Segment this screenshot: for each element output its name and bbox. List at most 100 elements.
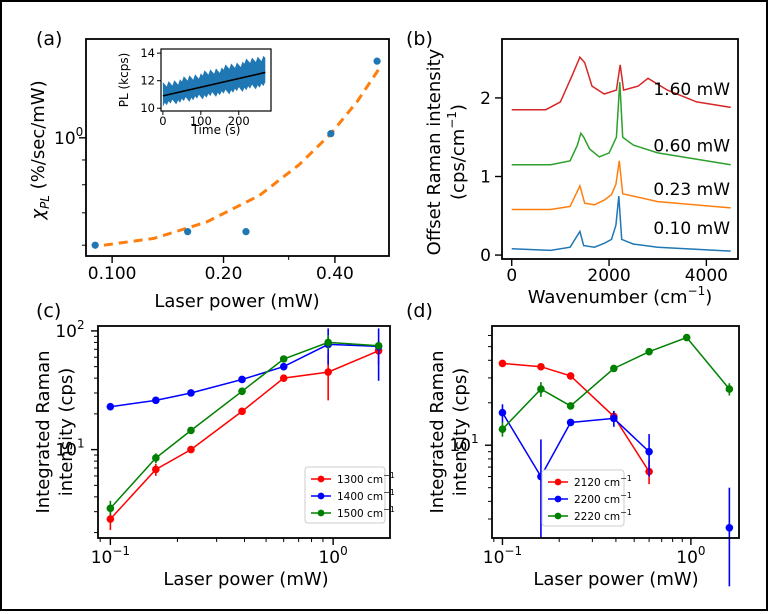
- panel-b-xlabel-text: Wavenumber (cm: [528, 287, 688, 308]
- panel-d-series-line: [501, 412, 650, 479]
- panel-b-spectrum-line: [511, 82, 731, 166]
- panel-c-data-point: [152, 396, 160, 405]
- panel-d-ytick-label-base: 10: [449, 436, 471, 456]
- panel-d-data-point: [725, 523, 734, 532]
- panel-a-data-point: [327, 130, 335, 138]
- panel-c-data-point: [152, 465, 160, 474]
- panel-c-ytick-label-sup: 2: [77, 318, 85, 332]
- panel-d-data-point: [610, 414, 618, 423]
- panel-d-data-point: [566, 402, 575, 410]
- panel-b-ytick-label: 2: [480, 89, 491, 109]
- panel-c-legend-label: 1500 cm−1: [337, 505, 395, 520]
- panel-c-data-point: [238, 375, 246, 384]
- panel-c-ytick-label-base: 10: [55, 441, 77, 461]
- panel-c-legend-label: 1400 cm−1: [337, 488, 395, 503]
- panel-c-data-point: [152, 454, 160, 462]
- panel-d-data-point: [610, 364, 618, 373]
- panel-d-legend-box: [541, 469, 625, 527]
- panel-d-legend-label-sup: −1: [620, 474, 632, 483]
- panel-d-data-point: [537, 362, 545, 371]
- panel-b: (b) 0 2000 4000 0 1 2 0.10 mW 0.23 mW 0.60 mW 1.6…: [406, 28, 739, 308]
- panel-d-legend-label-text: 2200 cm: [574, 494, 620, 506]
- panel-a-xtick-label: 0.40: [316, 264, 354, 284]
- panel-c-data-point: [187, 426, 195, 435]
- panel-c-legend-label-sup: −1: [383, 488, 395, 497]
- panel-a-inset-noise-trace: [162, 55, 266, 107]
- panel-d-data-point: [498, 359, 507, 368]
- panel-d-frame: [491, 325, 740, 539]
- panel-c-data-point: [238, 407, 246, 416]
- panel-c-data-point: [106, 504, 115, 513]
- panel-c-xtick-label-base: 10: [318, 548, 340, 568]
- panel-c-data-point: [374, 341, 383, 350]
- panel-d-legend-label: 2200 cm−1: [574, 491, 632, 506]
- panel-a-inset-ylabel: PL (kcps): [117, 53, 131, 108]
- panel-c-data-point: [324, 338, 332, 347]
- panel-a-xtick-label: 0.20: [205, 264, 243, 284]
- panel-a-inset-xtick-label: 0: [159, 114, 166, 128]
- panel-b-spectrum-label: 0.60 mW: [653, 137, 730, 157]
- panel-a-inset-ytick-label: 10: [140, 101, 155, 115]
- panel-c-legend-marker: [317, 509, 325, 517]
- panel-d-data-point: [498, 408, 507, 417]
- panel-c-legend-label-text: 1300 cm: [337, 474, 383, 486]
- panel-d-legend-label-sup: −1: [620, 491, 632, 500]
- panel-c-xtick-label: 10−1: [91, 544, 130, 568]
- panel-c-data-point: [238, 387, 246, 396]
- panel-a-ytick-base: 10: [54, 129, 76, 149]
- panel-c-data-point: [279, 362, 288, 371]
- panel-c-letter: (c): [36, 300, 61, 322]
- panel-b-spectrum-label: 0.10 mW: [653, 219, 730, 239]
- panel-a-inset-xlabel: Time (s): [191, 123, 241, 137]
- panel-c-data-point: [187, 445, 195, 454]
- panel-c-legend-box: [304, 466, 386, 524]
- panel-d-data-point: [645, 447, 653, 456]
- panel-b-plot: 0 2000 4000 0 1 2 0.10 mW 0.23 mW 0.60 mW 1.60 mW: [480, 55, 731, 286]
- panel-a-frame: [85, 38, 390, 257]
- panel-c-legend-label: 1300 cm−1: [337, 471, 395, 486]
- panel-b-xlabel-sup: −1: [688, 284, 706, 298]
- panel-a-data-point: [373, 57, 381, 65]
- panel-c-xtick-label-base: 10: [91, 548, 113, 568]
- panel-a-ylabel-rest: (%/sec/mW): [28, 80, 49, 195]
- panel-d-legend-label-sup: −1: [620, 508, 632, 517]
- panel-b-ylabel-line1: Offset Raman intensity: [424, 48, 445, 255]
- panel-d-data-point: [682, 333, 691, 342]
- panel-b-spectrum-line: [511, 160, 731, 211]
- panel-d-ytick-label-sup: 1: [471, 432, 479, 446]
- panel-c-data-point: [106, 402, 115, 411]
- panel-a-inset-xtick-label: 100: [190, 114, 212, 128]
- panel-c-ylabel-line2: intensity (cps): [56, 368, 77, 497]
- panel-d-xtick-label-base: 10: [676, 548, 698, 568]
- panel-d-data-point: [566, 372, 575, 380]
- panel-c-series-line: [110, 343, 379, 408]
- panel-c-ytick-label-sup: 1: [77, 437, 85, 451]
- panel-a-data-point: [184, 228, 192, 236]
- panel-b-ytick-label: 0: [480, 246, 491, 266]
- panel-d-legend-marker: [554, 512, 562, 520]
- panel-b-spectrum-line: [511, 55, 731, 111]
- panel-d-data-point: [537, 385, 545, 393]
- panel-a-inset-ytick-label: 12: [140, 74, 155, 88]
- panel-a-data-point: [91, 241, 99, 249]
- panel-a-ytick-sup: 0: [76, 125, 84, 139]
- panel-a-ytick-label: 100: [54, 125, 83, 149]
- panel-d-legend-label: 2220 cm−1: [574, 508, 632, 523]
- panel-c-ytick-label-base: 10: [55, 322, 77, 342]
- panel-a-inset-frame: [160, 48, 272, 112]
- panel-b-ylabel-line2: (cps/cm−1): [445, 104, 469, 200]
- panel-a-inset-xtick-label: 200: [228, 114, 250, 128]
- panel-c-xtick-label-sup: 0: [340, 544, 348, 558]
- panel-d-xtick-label: 100: [676, 544, 705, 568]
- panel-b-letter: (b): [406, 28, 433, 50]
- panel-a-inset: 0 100 200 10 12 14: [140, 46, 271, 128]
- panel-c-data-point: [279, 374, 288, 382]
- panel-a-inset-ytick-label: 14: [140, 46, 155, 60]
- panel-d-legend-label: 2120 cm−1: [574, 474, 632, 489]
- panel-c-legend-marker: [317, 475, 325, 483]
